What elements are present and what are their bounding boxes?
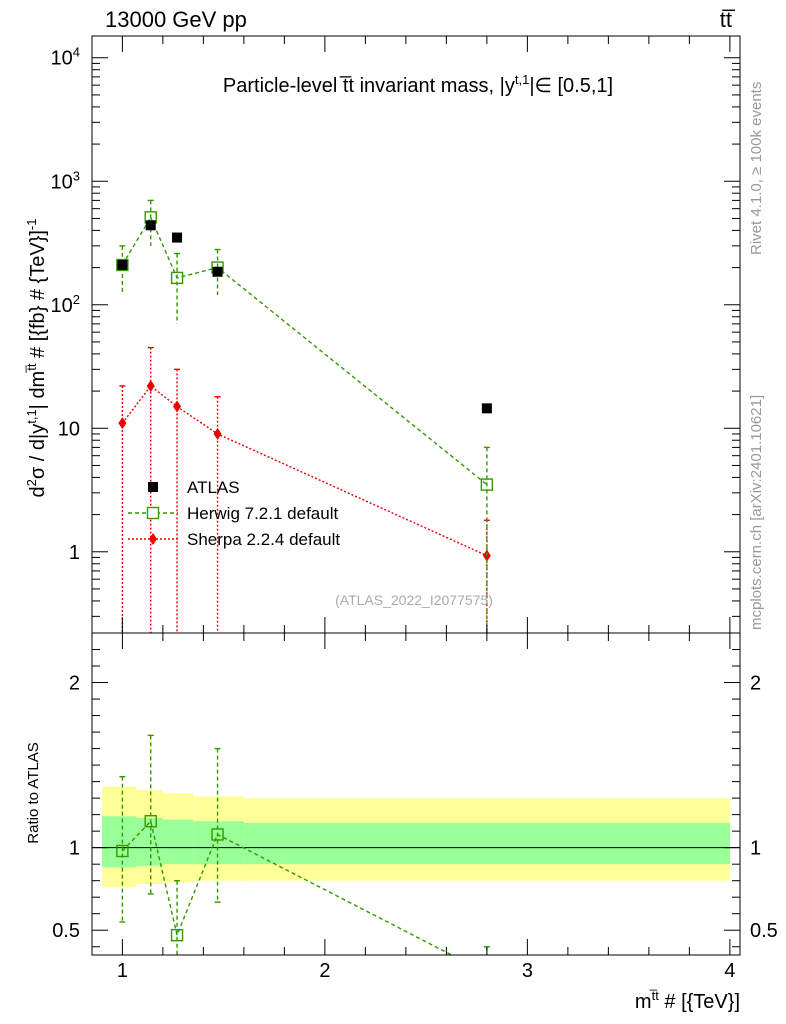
ratio-y-tick-label: 2 — [69, 673, 80, 695]
legend-label: ATLAS — [187, 478, 240, 497]
legend-label: Herwig 7.2.1 default — [187, 504, 338, 523]
y-tick-label: 104 — [51, 45, 80, 70]
herwig-series — [116, 199, 494, 633]
y-tick-label: 102 — [51, 292, 80, 317]
legend-label: Sherpa 2.2.4 default — [187, 530, 340, 549]
ratio-herwig-series — [116, 734, 492, 979]
ratio-herwig-point — [170, 928, 184, 942]
sherpa-point — [118, 417, 127, 430]
energy-label: 13000 GeV pp — [105, 7, 247, 32]
ratio-y-axis-label: Ratio to ATLAS — [25, 742, 42, 843]
ratio-band-green — [193, 821, 244, 865]
x-tick-label: 4 — [724, 960, 735, 982]
herwig-point — [116, 258, 129, 272]
ratio-y-tick-label-right: 1 — [750, 838, 761, 860]
main-panel: Particle-level t̅t invariant mass, |yt,1… — [24, 35, 741, 634]
atlas-point — [481, 403, 492, 414]
atlas-point — [117, 259, 128, 270]
herwig-line — [121, 215, 488, 486]
herwig-point — [170, 271, 184, 285]
legend-marker-sherpa — [149, 533, 157, 545]
ratio-band-green — [243, 822, 730, 865]
legend-marker-atlas — [148, 482, 158, 492]
main-y-ticks: 1 10 102 103 104 — [51, 36, 740, 633]
ratio-y-tick-label-right: 0.5 — [750, 920, 778, 942]
y-tick-label: 10 — [58, 418, 80, 440]
ratio-y-tick-label: 1 — [69, 838, 80, 860]
ratio-herwig-point — [481, 968, 492, 979]
legend: ATLAS Herwig 7.2.1 default Sherpa 2.2.4 de… — [128, 478, 340, 549]
ratio-herwig-line — [121, 819, 454, 955]
atlas-point — [172, 232, 183, 243]
main-title: Particle-level t̅t invariant mass, |yt,1… — [223, 72, 613, 97]
sherpa-point — [173, 400, 182, 413]
legend-marker-herwig — [146, 506, 160, 520]
y-tick-label: 103 — [51, 168, 80, 193]
ratio-y-tick-label-right: 2 — [750, 673, 761, 695]
x-tick-label: 3 — [522, 960, 533, 982]
ratio-herwig-point — [144, 815, 157, 828]
sherpa-point — [146, 379, 155, 392]
ratio-panel: Ratio to ATLAS mt̅t # [{TeV}] 0.5 0.5 1 1 2 2… — [25, 632, 778, 1013]
process-label: tt̅ — [720, 7, 736, 32]
ratio-y-tick-label: 0.5 — [52, 920, 80, 942]
ratio-frame — [91, 632, 741, 956]
atlas-point — [145, 220, 156, 231]
atlas-point — [212, 266, 223, 277]
ratio-herwig-point — [116, 844, 129, 858]
herwig-point — [480, 478, 494, 491]
ratio-band-green — [162, 819, 194, 865]
atlas-series — [117, 220, 492, 414]
x-tick-label: 1 — [117, 960, 128, 982]
rivet-label: Rivet 4.1.0, ≥ 100k events — [748, 82, 765, 255]
mcplots-label: mcplots.cern.ch [arXiv:2401.10621] — [748, 395, 765, 630]
ratio-herwig-point — [211, 828, 224, 841]
sherpa-point — [213, 427, 222, 440]
y-tick-label: 1 — [69, 542, 80, 564]
ratio-band-green — [102, 816, 137, 868]
x-axis-label: mt̅t # [{TeV}] — [635, 988, 740, 1013]
ratio-ticks: 0.5 0.5 1 1 2 2 1 2 3 4 — [52, 633, 778, 982]
main-y-axis-label: d2σ / d|yt,1| dmt̅t # [{fb} # {TeV}]-1 — [24, 219, 49, 498]
sherpa-series — [118, 346, 491, 633]
x-tick-label: 2 — [319, 960, 330, 982]
main-watermark: (ATLAS_2022_I2077575) — [335, 592, 493, 608]
